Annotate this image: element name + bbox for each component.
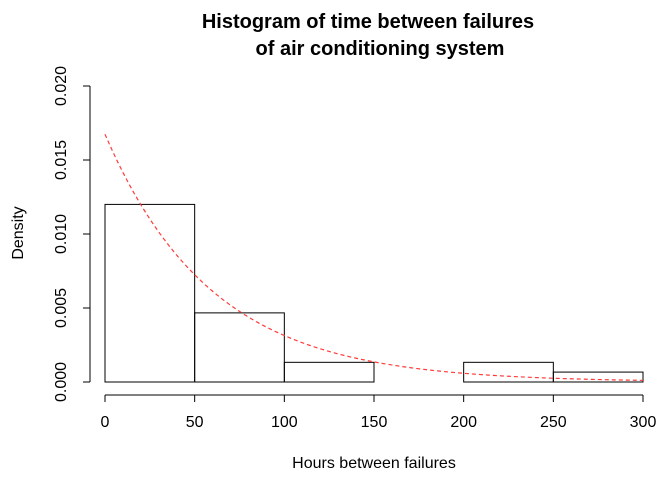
histogram-bar-2 bbox=[283, 361, 375, 383]
x-tick-label: 150 bbox=[361, 414, 388, 431]
x-tick-label: 50 bbox=[186, 414, 204, 431]
y-tick-label: 0.015 bbox=[53, 140, 70, 180]
histogram-bar-4 bbox=[463, 361, 554, 383]
x-axis: 0 50 100 150 200 250 300 bbox=[101, 394, 657, 431]
x-tick-label: 100 bbox=[271, 414, 298, 431]
chart-title-line-1: Histogram of time between failures bbox=[202, 11, 534, 33]
x-tick-label: 200 bbox=[450, 414, 477, 431]
y-tick-label: 0.005 bbox=[53, 288, 70, 328]
y-tick-label: 0.000 bbox=[53, 362, 70, 402]
x-tick-label: 0 bbox=[101, 414, 110, 431]
y-axis-label: Density bbox=[10, 206, 27, 259]
y-tick-label: 0.010 bbox=[53, 214, 70, 254]
x-axis-label: Hours between failures bbox=[292, 455, 456, 472]
histogram-bar-5 bbox=[552, 371, 644, 383]
x-tick-label: 250 bbox=[540, 414, 567, 431]
histogram-bar-0 bbox=[104, 203, 196, 383]
y-axis: 0.000 0.005 0.010 0.015 0.020 bbox=[53, 66, 91, 402]
x-tick-label: 300 bbox=[630, 414, 657, 431]
chart-title-line-2: of air conditioning system bbox=[256, 38, 505, 60]
exponential-density-curve bbox=[104, 134, 644, 381]
y-tick-label: 0.020 bbox=[53, 66, 70, 106]
histogram-bars bbox=[104, 203, 644, 383]
histogram-bar-1 bbox=[194, 312, 285, 383]
